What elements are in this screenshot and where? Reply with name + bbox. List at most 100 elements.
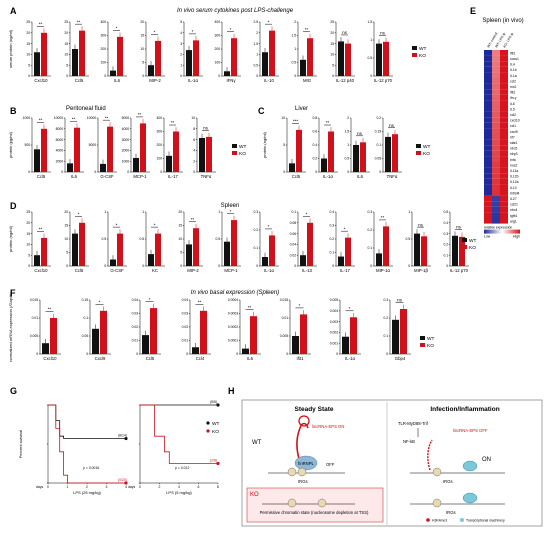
- wt-bar: [262, 257, 268, 266]
- y-tick-label: 0.03: [132, 312, 139, 316]
- chart-d-6: 0 0.1 0.2 0.3 * IL-1α: [253, 210, 279, 273]
- heatmap-cell: [484, 61, 492, 67]
- y-tick-label: 1.5: [253, 42, 258, 46]
- chart-a-2: 0 100 200 300 400 * IL6: [101, 20, 127, 83]
- wt-bar: [110, 259, 116, 266]
- y-tick-label: 20: [330, 31, 334, 35]
- y-tick-label: 200: [157, 143, 163, 147]
- heatmap-cell: [492, 212, 500, 218]
- legend-ko-label: KO: [427, 343, 434, 349]
- y-tick-label: 0.06: [290, 232, 297, 236]
- y-tick-label: 0.2: [329, 237, 334, 241]
- heatmap-cell: [484, 134, 492, 140]
- y-tick-label: 1000: [23, 116, 31, 120]
- y-tick-label: 0: [160, 170, 162, 174]
- heatmap-gene-label: IL4: [510, 63, 515, 67]
- ko-bar: [383, 41, 389, 76]
- y-tick-label: 10: [64, 53, 68, 57]
- sig-label: **: [72, 116, 76, 121]
- wt-bar: [110, 70, 116, 76]
- heatmap-cell: [492, 66, 500, 73]
- y-tick-label: 10: [281, 116, 285, 120]
- y-tick-label: 10: [330, 53, 334, 57]
- category-label: Ifit1: [297, 356, 305, 361]
- ko-bar: [269, 30, 275, 76]
- on-label: ON: [482, 457, 491, 463]
- wt-bar: [199, 137, 205, 172]
- y-tick-label: 2: [294, 20, 296, 24]
- heatmap-gene-label: socs1: [510, 57, 519, 61]
- y-tick-label: 0.01: [132, 339, 139, 343]
- category-label: IL-12 p70: [374, 78, 393, 83]
- category-label: G-CSF: [110, 268, 124, 273]
- y-tick-label: 2: [347, 116, 349, 120]
- nfkb-label: NF-kB: [403, 439, 415, 444]
- sig-label: **: [305, 27, 309, 32]
- sig-label: *: [116, 222, 118, 227]
- chart-d-3: 0 0.5 1 * KC: [139, 210, 165, 273]
- chart-d-7: 0 0.02 0.04 0.06 0.08 0.1 * IL-13: [290, 210, 317, 273]
- wt-bar: [192, 347, 199, 354]
- category-label: IFNγ: [226, 78, 236, 83]
- wt-bar: [242, 348, 249, 354]
- y-tick-label: 0.005: [30, 334, 39, 338]
- nucleosome-ko-1-icon: [287, 498, 297, 508]
- heatmap-legend-bar: [484, 229, 520, 234]
- y-tick-label: 0.8: [312, 116, 317, 120]
- y-tick-label: 300: [101, 34, 107, 38]
- pathway-label: TLR-MyD88-Trif: [398, 421, 429, 426]
- heatmap-cell: [484, 94, 492, 101]
- survival-ko-curve: [48, 404, 126, 484]
- wt-bar: [300, 255, 306, 266]
- wt-bar: [148, 65, 154, 76]
- category-label: IL-17: [340, 268, 350, 273]
- chart-f-4: 0 0.0001 0.0002 0.0003 0.0004 ** IL6: [228, 298, 261, 361]
- category-label: IL-1α: [323, 174, 333, 179]
- category-label: IL6: [71, 174, 78, 179]
- y-tick-label: 0.01: [282, 316, 289, 320]
- y-tick-label: 6000: [56, 138, 64, 142]
- legend-ko-swatch: [412, 53, 417, 57]
- y-tick-label: 0.2: [367, 228, 372, 232]
- chart-d-8: 0 0.1 0.2 0.3 0.4 * IL-17: [329, 210, 355, 273]
- sig-label: *: [268, 224, 270, 229]
- heatmap-cell: [500, 111, 508, 118]
- category-label: G-CSF: [100, 174, 114, 179]
- legend-wt-swatch: [462, 238, 467, 242]
- heatmap-cell: [492, 206, 500, 213]
- y-tick-label: 0.2: [253, 228, 258, 232]
- legend-ko-label: KO: [423, 151, 430, 157]
- heatmap-gene-label: nlrc5: [510, 147, 517, 151]
- y-tick-label: 1: [104, 210, 106, 214]
- y-tick-label: 15: [140, 34, 144, 38]
- wt-bar: [142, 335, 149, 354]
- heatmap-cell: [492, 173, 500, 179]
- chart-b-4: 0 100 200 300 400 ** IL-17: [157, 116, 183, 179]
- y-tick-label: 20: [64, 210, 68, 214]
- heatmap-cell: [500, 94, 508, 101]
- sig-label: **: [138, 112, 142, 117]
- ko-bar: [300, 314, 307, 354]
- heatmap-cell: [500, 212, 508, 218]
- wt-bar: [34, 52, 40, 76]
- heatmap-gene-label: tgfb1: [510, 214, 518, 218]
- heatmap-cell: [492, 122, 500, 129]
- heatmap-cell: [484, 195, 492, 202]
- survival-x-tick-label: 0: [139, 485, 141, 489]
- wt-bar: [338, 256, 344, 266]
- panel-c-title: Liver: [295, 106, 308, 112]
- chart-b-2: 0 5000 10000 ** G-CSF: [87, 115, 117, 179]
- survival-ko-count: (2/8): [210, 459, 217, 463]
- sig-label: *: [349, 306, 351, 311]
- y-tick-label: 15: [64, 224, 68, 228]
- nucleosome-inf-1-icon: [432, 467, 442, 477]
- chart-f-6: 0 0.001 0.002 0.003 0.004 0.005 * IL-1α: [330, 298, 361, 361]
- y-tick-label: 10000: [87, 116, 97, 120]
- chart-b-3: 0 1000 2000 3000 4000 5000 ** MCP-1: [122, 112, 150, 179]
- sig-label: *: [268, 19, 270, 24]
- y-tick-label: 0.1: [83, 316, 88, 320]
- y-tick-label: 0: [36, 352, 38, 356]
- y-tick-label: 5000: [89, 143, 97, 147]
- y-tick-label: 4: [180, 31, 182, 35]
- y-tick-label: 300: [157, 130, 163, 134]
